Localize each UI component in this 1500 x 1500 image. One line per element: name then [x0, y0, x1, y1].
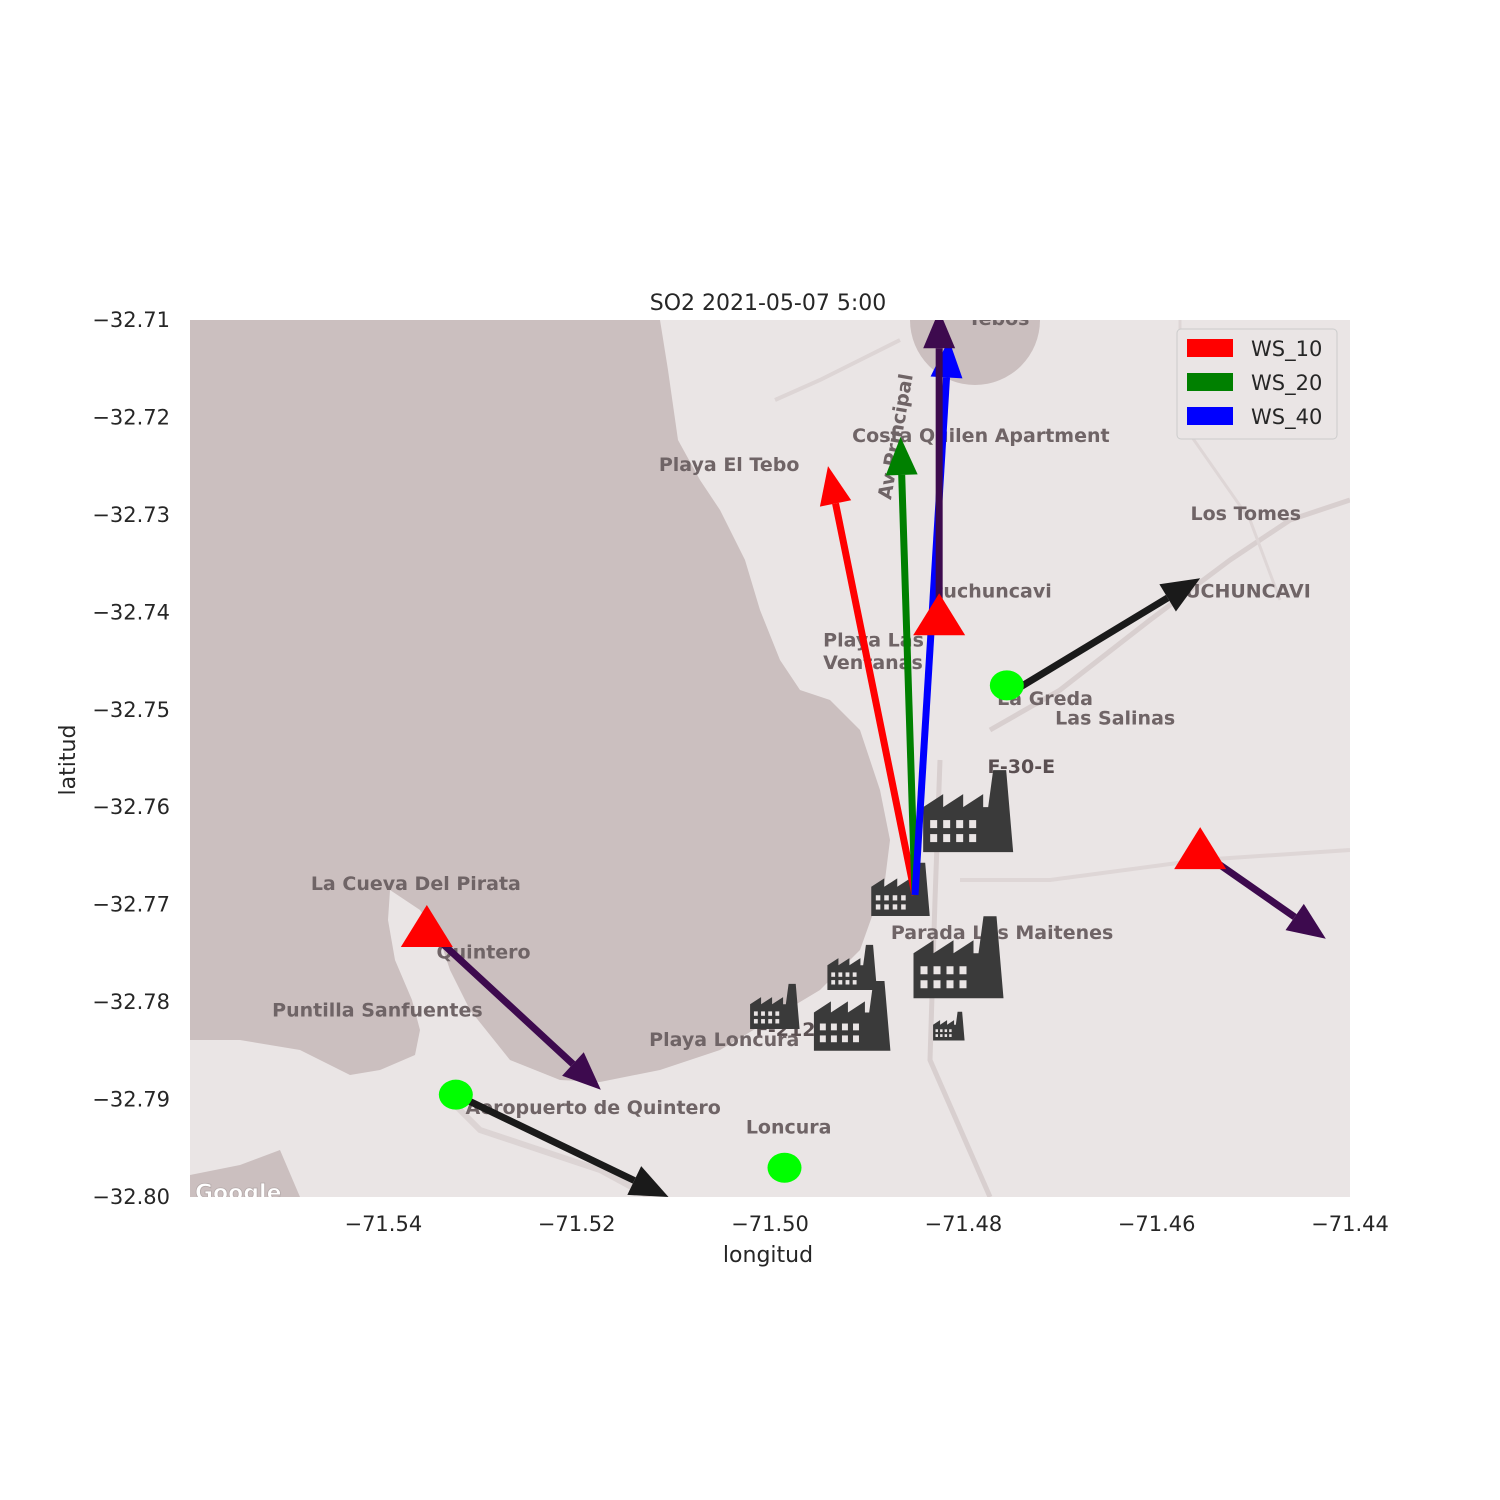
map-place-label: Puchuncavi: [930, 581, 1052, 603]
x-tick-label: −71.46: [1118, 1212, 1196, 1236]
map-place-label: Parada Los Maitenes: [891, 922, 1113, 944]
y-tick-label: −32.76: [92, 795, 170, 819]
map-attribution: Google: [195, 1181, 282, 1206]
map-place-label: Aeropuerto de Quintero: [466, 1097, 721, 1119]
factory-icon: [750, 983, 800, 1029]
map-place-label: Las Salinas: [1055, 707, 1175, 729]
legend: WS_10 WS_20 WS_40: [1176, 328, 1338, 440]
sea-area-southwest: [190, 1150, 300, 1197]
chart-title: SO2 2021-05-07 5:00: [650, 291, 887, 316]
factory-icon: [923, 770, 1014, 853]
road: [960, 848, 1350, 882]
map-place-label: La Cueva Del Pirata: [311, 873, 521, 895]
sea-area: [190, 320, 890, 1082]
basemap-land: [190, 320, 1350, 1197]
factory-icon: [913, 916, 1004, 999]
station-wind-arrow: [454, 1091, 669, 1197]
map-place-label: Playa El Tebo: [659, 454, 800, 476]
y-tick-label: −32.74: [92, 600, 170, 624]
x-tick-label: −71.54: [344, 1212, 422, 1236]
y-tick-label: −32.79: [92, 1088, 170, 1112]
road: [447, 1097, 652, 1197]
y-tick-label: −32.73: [92, 503, 170, 527]
map-place-label: Puntilla Sanfuentes: [272, 1000, 483, 1022]
monitoring-station-triangle: [400, 905, 453, 948]
y-tick-label: −32.71: [92, 308, 170, 332]
wind-vector-arrow: [885, 436, 919, 896]
map-place-label: Costa Quilen Apartment: [852, 425, 1109, 447]
map-place-label: Los Tomes: [1191, 503, 1302, 525]
monitoring-station-circle: [989, 670, 1024, 701]
stations-layer: [400, 593, 1227, 1183]
monitoring-station-circle: [767, 1152, 802, 1183]
road: [774, 338, 901, 402]
station-wind-arrow: [424, 926, 601, 1090]
y-axis: −32.71 −32.72 −32.73 −32.74 −32.75 −32.76 −32.…: [92, 308, 170, 1209]
map-place-label: Playa Las: [823, 629, 924, 651]
wind-vector-arrow: [819, 466, 919, 896]
plot-area: Tebos Costa Quilen Apartment Playa El Tebo…: [190, 308, 1350, 1206]
legend-label: WS_40: [1251, 405, 1322, 430]
legend-swatch: [1187, 339, 1233, 357]
y-tick-label: −32.78: [92, 990, 170, 1014]
x-tick-label: −71.52: [538, 1212, 616, 1236]
y-tick-label: −32.77: [92, 893, 170, 917]
y-axis-label: latitud: [56, 725, 81, 796]
factory-icon: [813, 981, 891, 1051]
x-tick-label: −71.44: [1311, 1212, 1389, 1236]
monitoring-station-triangle: [1174, 827, 1227, 870]
y-tick-label: −32.75: [92, 698, 170, 722]
factory-icon: [933, 1011, 965, 1041]
legend-label: WS_20: [1251, 371, 1322, 396]
map-place-label: PUCHUNCAVI: [1171, 581, 1311, 603]
map-place-label: Ventanas: [823, 652, 923, 674]
y-tick-label: −32.72: [92, 405, 170, 429]
map-place-label: Loncura: [746, 1117, 832, 1139]
legend-label: WS_10: [1251, 337, 1322, 362]
x-tick-label: −71.48: [924, 1212, 1002, 1236]
factories-layer: [750, 770, 1014, 1051]
monitoring-station-triangle: [913, 593, 966, 636]
map-place-label: Playa Loncura: [649, 1029, 799, 1051]
legend-swatch: [1187, 373, 1233, 391]
x-axis-label: longitud: [723, 1243, 813, 1268]
x-tick-label: −71.50: [731, 1212, 809, 1236]
monitoring-station-circle: [438, 1079, 473, 1110]
factory-icon: [827, 944, 877, 991]
station-wind-arrow: [1005, 578, 1201, 699]
map-place-label: Tebos: [968, 308, 1029, 330]
wind-vector-arrow: [923, 320, 956, 632]
x-axis: −71.54 −71.52 −71.50 −71.48 −71.46 −71.44: [344, 1212, 1388, 1236]
legend-swatch: [1187, 407, 1233, 425]
y-tick-label: −32.80: [92, 1185, 170, 1209]
wind-vectors-layer: [424, 320, 1326, 1197]
